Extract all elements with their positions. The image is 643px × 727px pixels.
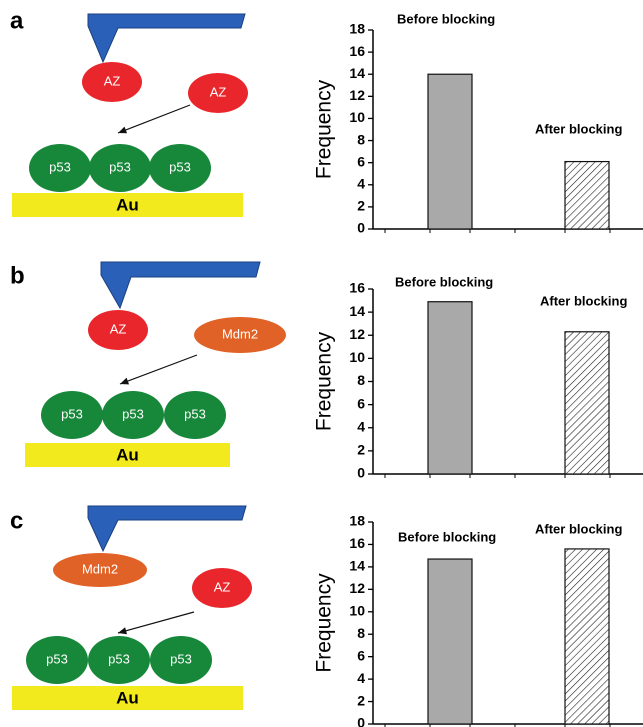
cantilever bbox=[101, 262, 260, 308]
bar bbox=[565, 549, 609, 724]
y-tick-label: 10 bbox=[349, 109, 365, 125]
molecule-label: AZ bbox=[104, 73, 121, 88]
surface-label: Au bbox=[116, 195, 139, 214]
y-tick-label: 14 bbox=[349, 65, 365, 81]
y-tick-label: 8 bbox=[357, 372, 365, 388]
y-tick-label: 2 bbox=[357, 198, 365, 214]
bar bbox=[428, 559, 472, 724]
panel-letter: c bbox=[10, 507, 23, 534]
y-tick-label: 4 bbox=[357, 418, 365, 434]
page: {"chart_data": [ {"type": "bar", "y_labe… bbox=[0, 0, 643, 727]
molecule-label: Mdm2 bbox=[82, 561, 118, 576]
y-tick-label: 16 bbox=[349, 43, 365, 59]
y-tick-label: 0 bbox=[357, 465, 365, 481]
y-axis-label: Frequency bbox=[313, 573, 336, 673]
protein-label: p53 bbox=[49, 159, 71, 174]
y-tick-label: 12 bbox=[349, 326, 365, 342]
y-tick-label: 6 bbox=[357, 153, 365, 169]
molecule-label: Mdm2 bbox=[222, 326, 258, 341]
bar-annotation: Before blocking bbox=[398, 529, 496, 544]
protein-label: p53 bbox=[46, 651, 68, 666]
protein-label: p53 bbox=[170, 651, 192, 666]
arrow bbox=[120, 355, 197, 384]
protein-label: p53 bbox=[61, 406, 83, 421]
y-tick-label: 0 bbox=[357, 715, 365, 727]
protein-label: p53 bbox=[109, 159, 131, 174]
protein-label: p53 bbox=[122, 406, 144, 421]
y-axis-label: Frequency bbox=[313, 331, 336, 431]
y-tick-label: 0 bbox=[357, 220, 365, 236]
surface-label: Au bbox=[116, 445, 139, 464]
molecule-label: AZ bbox=[210, 84, 227, 99]
y-tick-label: 8 bbox=[357, 131, 365, 147]
y-tick-label: 16 bbox=[349, 280, 365, 296]
bar bbox=[428, 302, 472, 474]
y-tick-label: 4 bbox=[357, 670, 365, 686]
y-tick-label: 6 bbox=[357, 395, 365, 411]
panel-letter: a bbox=[10, 7, 24, 34]
protein-label: p53 bbox=[169, 159, 191, 174]
y-tick-label: 14 bbox=[349, 303, 365, 319]
molecule-label: AZ bbox=[110, 321, 127, 336]
y-tick-label: 14 bbox=[349, 558, 365, 574]
y-tick-label: 12 bbox=[349, 580, 365, 596]
protein-label: p53 bbox=[184, 406, 206, 421]
arrow bbox=[118, 105, 190, 133]
surface-label: Au bbox=[116, 688, 139, 707]
y-tick-label: 16 bbox=[349, 535, 365, 551]
figure: a AZ AZ p53 p53 p53 Au b AZ Mdm2 p53 p53 p53 Au c Mdm2 A… bbox=[0, 0, 643, 727]
bar-annotation: After blocking bbox=[535, 521, 622, 536]
y-tick-label: 4 bbox=[357, 175, 365, 191]
y-tick-label: 12 bbox=[349, 87, 365, 103]
bar-annotation: Before blocking bbox=[397, 11, 495, 26]
y-tick-label: 18 bbox=[349, 513, 365, 529]
y-tick-label: 2 bbox=[357, 692, 365, 708]
y-axis-label: Frequency bbox=[313, 79, 336, 179]
y-tick-label: 8 bbox=[357, 625, 365, 641]
panel-letter: b bbox=[10, 262, 25, 289]
bar bbox=[565, 332, 609, 474]
y-tick-label: 10 bbox=[349, 349, 365, 365]
bar bbox=[428, 74, 472, 229]
y-tick-label: 6 bbox=[357, 647, 365, 663]
molecule-label: AZ bbox=[214, 579, 231, 594]
cantilever bbox=[88, 14, 245, 62]
y-tick-label: 2 bbox=[357, 442, 365, 458]
bar-annotation: After blocking bbox=[540, 293, 627, 308]
protein-label: p53 bbox=[108, 651, 130, 666]
bar-annotation: After blocking bbox=[535, 121, 622, 136]
cantilever bbox=[88, 506, 246, 551]
y-tick-label: 10 bbox=[349, 602, 365, 618]
y-tick-label: 18 bbox=[349, 21, 365, 37]
arrow bbox=[118, 612, 194, 633]
bar bbox=[565, 162, 609, 229]
bar-annotation: Before blocking bbox=[395, 274, 493, 289]
